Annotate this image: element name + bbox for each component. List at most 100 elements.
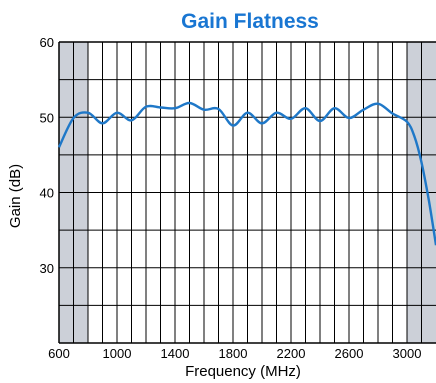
gain-data-point xyxy=(115,112,117,114)
gain-data-point xyxy=(297,109,299,111)
gain-data-point xyxy=(389,144,391,146)
y-tick-label: 40 xyxy=(40,186,54,201)
gain-data-point xyxy=(189,102,191,104)
gain-data-point xyxy=(132,114,134,116)
chart-title: Gain Flatness xyxy=(181,10,319,33)
gain-data-point xyxy=(88,118,90,120)
y-tick-label: 60 xyxy=(40,35,54,50)
y-tick-label: 50 xyxy=(40,110,54,125)
gain-data-point xyxy=(128,120,130,122)
gain-data-point xyxy=(349,111,351,113)
gain-data-point xyxy=(323,111,325,113)
gain-data-point xyxy=(119,118,121,120)
gain-data-point xyxy=(332,109,334,111)
gain-data-point xyxy=(371,112,373,114)
gain-data-point xyxy=(397,174,399,176)
x-tick-label: 1000 xyxy=(103,346,132,361)
gain-data-point xyxy=(123,122,125,124)
gain-data-point xyxy=(145,106,147,108)
gain-data-point xyxy=(71,120,73,122)
x-tick-label: 3000 xyxy=(393,346,422,361)
gain-data-point xyxy=(193,106,195,108)
gain-data-point xyxy=(241,115,243,117)
gain-data-point xyxy=(202,113,204,115)
gain-data-point xyxy=(271,114,273,116)
gain-data-point xyxy=(67,134,69,136)
gain-data-point xyxy=(197,111,199,113)
gain-data-point xyxy=(154,109,156,111)
gain-data-point xyxy=(428,249,430,251)
gain-data-point xyxy=(393,157,395,159)
gain-data-point xyxy=(415,241,417,243)
gain-data-point xyxy=(267,119,269,121)
gain-data-point xyxy=(171,106,173,108)
gain-data-point xyxy=(180,108,182,110)
x-axis-label: Frequency (MHz) xyxy=(185,363,301,380)
gain-data-point xyxy=(315,121,317,123)
gain-data-point xyxy=(310,119,312,121)
gain-data-point xyxy=(167,103,169,105)
gain-curve-line xyxy=(57,101,436,246)
gain-data-point xyxy=(410,238,412,240)
gain-data-point xyxy=(302,107,304,109)
gain-data-point xyxy=(162,103,164,105)
gain-data-point xyxy=(345,115,347,117)
gain-data-point xyxy=(280,116,282,118)
plot-area: 600 1000 1400 1800 2200 2600 3000 30 40 50 60 xyxy=(40,35,436,361)
gain-data-point xyxy=(80,109,82,111)
gain-data-point xyxy=(97,125,99,127)
gain-data-point xyxy=(58,146,60,148)
gain-data-point xyxy=(102,122,104,124)
x-tick-label: 2200 xyxy=(277,346,306,361)
x-tick-label: 1800 xyxy=(219,346,248,361)
gain-data-point xyxy=(423,247,425,249)
gain-data-point xyxy=(206,112,208,114)
gain-data-point xyxy=(380,122,382,124)
gain-data-point xyxy=(106,116,108,118)
gain-data-point xyxy=(406,222,408,224)
gain-data-point xyxy=(158,107,160,109)
gain-data-point xyxy=(402,198,404,200)
gain-data-point xyxy=(306,113,308,115)
gain-data-point xyxy=(432,251,434,253)
gain-data-point xyxy=(249,112,251,114)
gain-data-point xyxy=(184,103,186,105)
gain-data-point xyxy=(367,108,369,110)
gain-data-point xyxy=(110,112,112,114)
gain-data-point xyxy=(210,109,212,111)
gain-data-point xyxy=(93,122,95,124)
gain-data-point xyxy=(276,112,278,114)
gain-data-point xyxy=(363,103,365,105)
gain-data-point xyxy=(232,125,234,127)
gain-data-point xyxy=(236,120,238,122)
gain-data-point xyxy=(219,118,221,120)
gain-data-point xyxy=(328,107,330,109)
gain-data-point xyxy=(175,109,177,111)
gain-data-point xyxy=(358,103,360,105)
x-tick-label: 1400 xyxy=(161,346,190,361)
x-tick-label: 2600 xyxy=(335,346,364,361)
gain-data-point xyxy=(215,112,217,114)
gain-data-point xyxy=(245,111,247,113)
gain-data-point xyxy=(376,116,378,118)
gain-data-point xyxy=(258,122,260,124)
x-tick-label: 600 xyxy=(48,346,70,361)
gain-data-point xyxy=(149,109,151,111)
gain-data-point xyxy=(293,113,295,115)
gain-data-point xyxy=(136,108,138,110)
gain-data-point xyxy=(223,123,225,125)
gain-data-point xyxy=(419,244,421,246)
gain-data-point xyxy=(75,110,77,112)
gain-data-point xyxy=(228,125,230,127)
gain-data-point xyxy=(262,123,264,125)
gain-data-point xyxy=(84,112,86,114)
gain-data-point xyxy=(319,117,321,119)
gain-data-point xyxy=(289,118,291,120)
gain-data-point xyxy=(254,117,256,119)
gain-data-point xyxy=(336,113,338,115)
gain-data-point xyxy=(354,106,356,108)
y-tick-label: 30 xyxy=(40,261,54,276)
gain-data-point xyxy=(341,116,343,118)
